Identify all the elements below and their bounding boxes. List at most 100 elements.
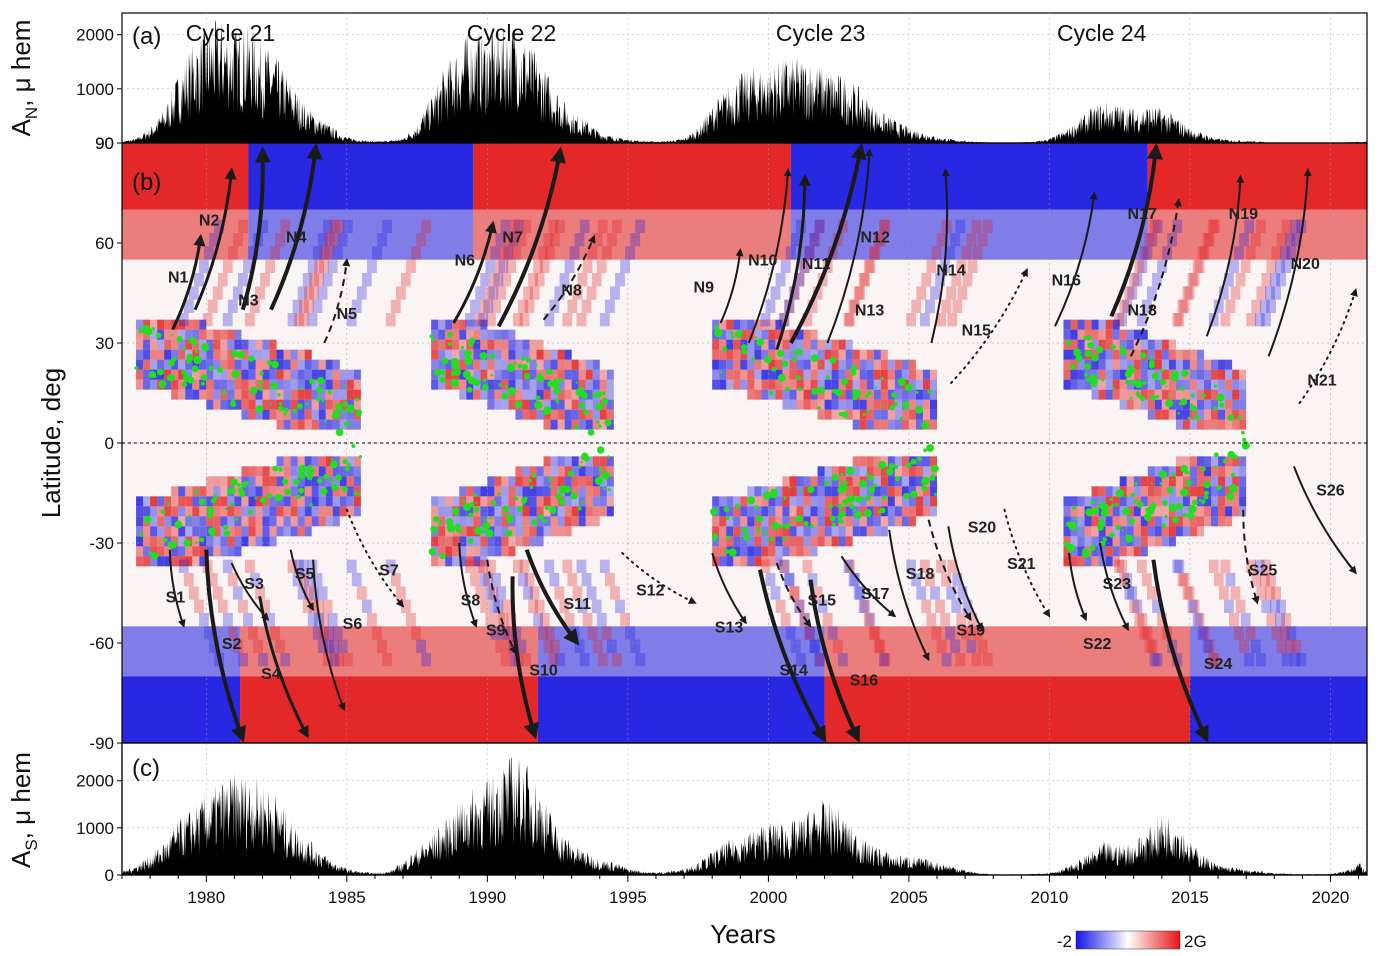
heat-cell	[185, 496, 193, 507]
heat-cell	[1154, 476, 1162, 487]
heat-cell	[780, 259, 791, 273]
surge-arrow	[950, 268, 1028, 384]
heat-cell	[831, 399, 839, 410]
heat-cell	[1232, 379, 1240, 390]
surge-arrow	[240, 146, 271, 311]
heat-cell	[269, 389, 277, 400]
heat-cell	[578, 359, 586, 370]
activity-dot	[784, 522, 791, 530]
heat-cell	[887, 369, 895, 380]
heat-cell	[1070, 546, 1078, 557]
heat-cell	[873, 456, 881, 467]
heat-cell	[171, 369, 179, 380]
heat-cell	[1184, 586, 1195, 600]
heat-cell	[304, 456, 312, 467]
heat-cell	[1209, 653, 1220, 667]
surge-label: N14	[936, 263, 965, 280]
heat-cell	[894, 456, 902, 467]
heat-cell	[213, 536, 221, 547]
heat-cell	[171, 359, 179, 370]
heat-cell	[473, 389, 481, 400]
heat-cell	[390, 573, 401, 587]
heat-cell	[922, 466, 930, 477]
heat-cell	[866, 379, 874, 390]
heat-cell	[539, 259, 550, 273]
heat-cell	[1211, 379, 1219, 390]
heat-cell	[1147, 349, 1155, 360]
heat-cell	[719, 369, 727, 380]
heat-cell	[445, 369, 453, 380]
heat-cell	[178, 339, 186, 350]
heat-cell	[269, 409, 277, 420]
heat-cell	[908, 369, 916, 380]
activity-dot	[431, 338, 435, 342]
heat-cell	[508, 496, 516, 507]
activity-dot	[1119, 348, 1127, 356]
heat-cell	[1140, 369, 1148, 380]
heat-cell	[1152, 653, 1163, 667]
heat-cell	[719, 536, 727, 547]
activity-dot	[267, 493, 273, 499]
heat-cell	[1218, 476, 1226, 487]
heat-cell	[852, 466, 860, 477]
heat-cell	[544, 246, 555, 260]
heat-cell	[276, 379, 284, 390]
activity-dot	[547, 380, 555, 388]
heat-cell	[790, 639, 801, 653]
heat-cell	[248, 626, 258, 640]
heat-cell	[1218, 359, 1226, 370]
heat-cell	[276, 486, 284, 497]
activity-dot	[270, 382, 278, 390]
activity-dot	[709, 508, 718, 516]
heat-cell	[185, 379, 193, 390]
heat-cell	[860, 599, 871, 613]
heat-cell	[280, 653, 291, 667]
heat-cell	[901, 466, 909, 477]
heat-cell	[1177, 573, 1188, 587]
activity-dot	[327, 390, 332, 395]
activity-dot	[259, 497, 267, 504]
activity-dot	[1187, 512, 1195, 520]
heat-cell	[287, 313, 298, 327]
activity-dot	[237, 483, 241, 487]
heat-cell	[1232, 496, 1240, 507]
activity-dot	[155, 332, 162, 339]
heat-cell	[782, 546, 790, 557]
heat-cell	[1063, 496, 1071, 507]
heat-cell	[473, 359, 481, 370]
heat-cell	[1209, 219, 1220, 233]
heat-cell	[1098, 329, 1106, 340]
heat-cell	[812, 586, 823, 600]
heat-cell	[796, 339, 804, 350]
heat-cell	[1112, 526, 1120, 537]
activity-dot	[570, 492, 578, 500]
heat-cell	[487, 399, 495, 410]
panel-b-label: (b)	[132, 169, 161, 196]
heat-cell	[480, 319, 488, 330]
activity-dot	[316, 396, 322, 402]
heat-cell	[255, 586, 265, 600]
heat-cell	[192, 546, 200, 557]
heat-cell	[318, 409, 326, 420]
heat-cell	[1112, 319, 1120, 330]
activity-dot	[1115, 489, 1124, 498]
heat-cell	[1077, 556, 1085, 567]
heat-cell	[606, 639, 617, 653]
heat-cell	[466, 526, 474, 537]
heat-cell	[810, 516, 818, 527]
heat-cell	[136, 526, 144, 537]
heat-cell	[332, 369, 340, 380]
heat-cell	[534, 273, 545, 287]
heat-cell	[549, 639, 560, 653]
heat-cell	[1119, 476, 1127, 487]
heat-cell	[873, 476, 881, 487]
heat-cell	[192, 506, 200, 517]
heat-cell	[498, 259, 509, 273]
heat-cell	[754, 319, 762, 330]
heat-cell	[171, 506, 179, 517]
heat-cell	[1133, 546, 1141, 557]
heat-cell	[1098, 339, 1106, 350]
heat-cell	[1189, 409, 1197, 420]
activity-dot	[462, 499, 466, 503]
